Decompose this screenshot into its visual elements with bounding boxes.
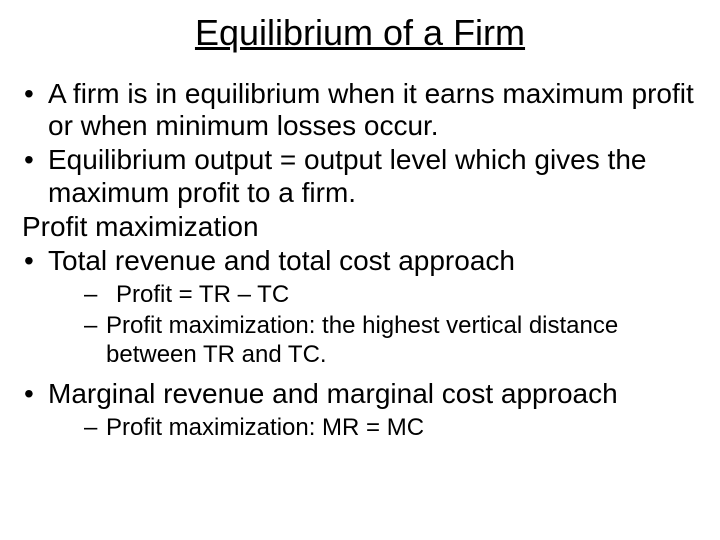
- sublist-tr-tc: Profit = TR – TC Profit maximization: th…: [48, 281, 700, 369]
- bullet-equilibrium-output: Equilibrium output = output level which …: [20, 144, 700, 208]
- text-profit-maximization: Profit maximization: [20, 211, 700, 243]
- bullet-mr-mc-approach-label: Marginal revenue and marginal cost appro…: [48, 378, 618, 409]
- slide-container: Equilibrium of a Firm A firm is in equil…: [0, 0, 720, 540]
- slide-title: Equilibrium of a Firm: [20, 12, 700, 54]
- content-list: A firm is in equilibrium when it earns m…: [20, 78, 700, 443]
- subitem-vertical-distance: Profit maximization: the highest vertica…: [48, 312, 700, 370]
- sublist-mr-mc: Profit maximization: MR = MC: [48, 414, 700, 443]
- bullet-mr-mc-approach: Marginal revenue and marginal cost appro…: [20, 378, 700, 443]
- bullet-tr-tc-approach-label: Total revenue and total cost approach: [48, 245, 515, 276]
- subitem-profit-formula: Profit = TR – TC: [48, 281, 700, 310]
- subitem-mr-eq-mc: Profit maximization: MR = MC: [48, 414, 700, 443]
- bullet-equilibrium-def: A firm is in equilibrium when it earns m…: [20, 78, 700, 142]
- bullet-tr-tc-approach: Total revenue and total cost approach Pr…: [20, 245, 700, 370]
